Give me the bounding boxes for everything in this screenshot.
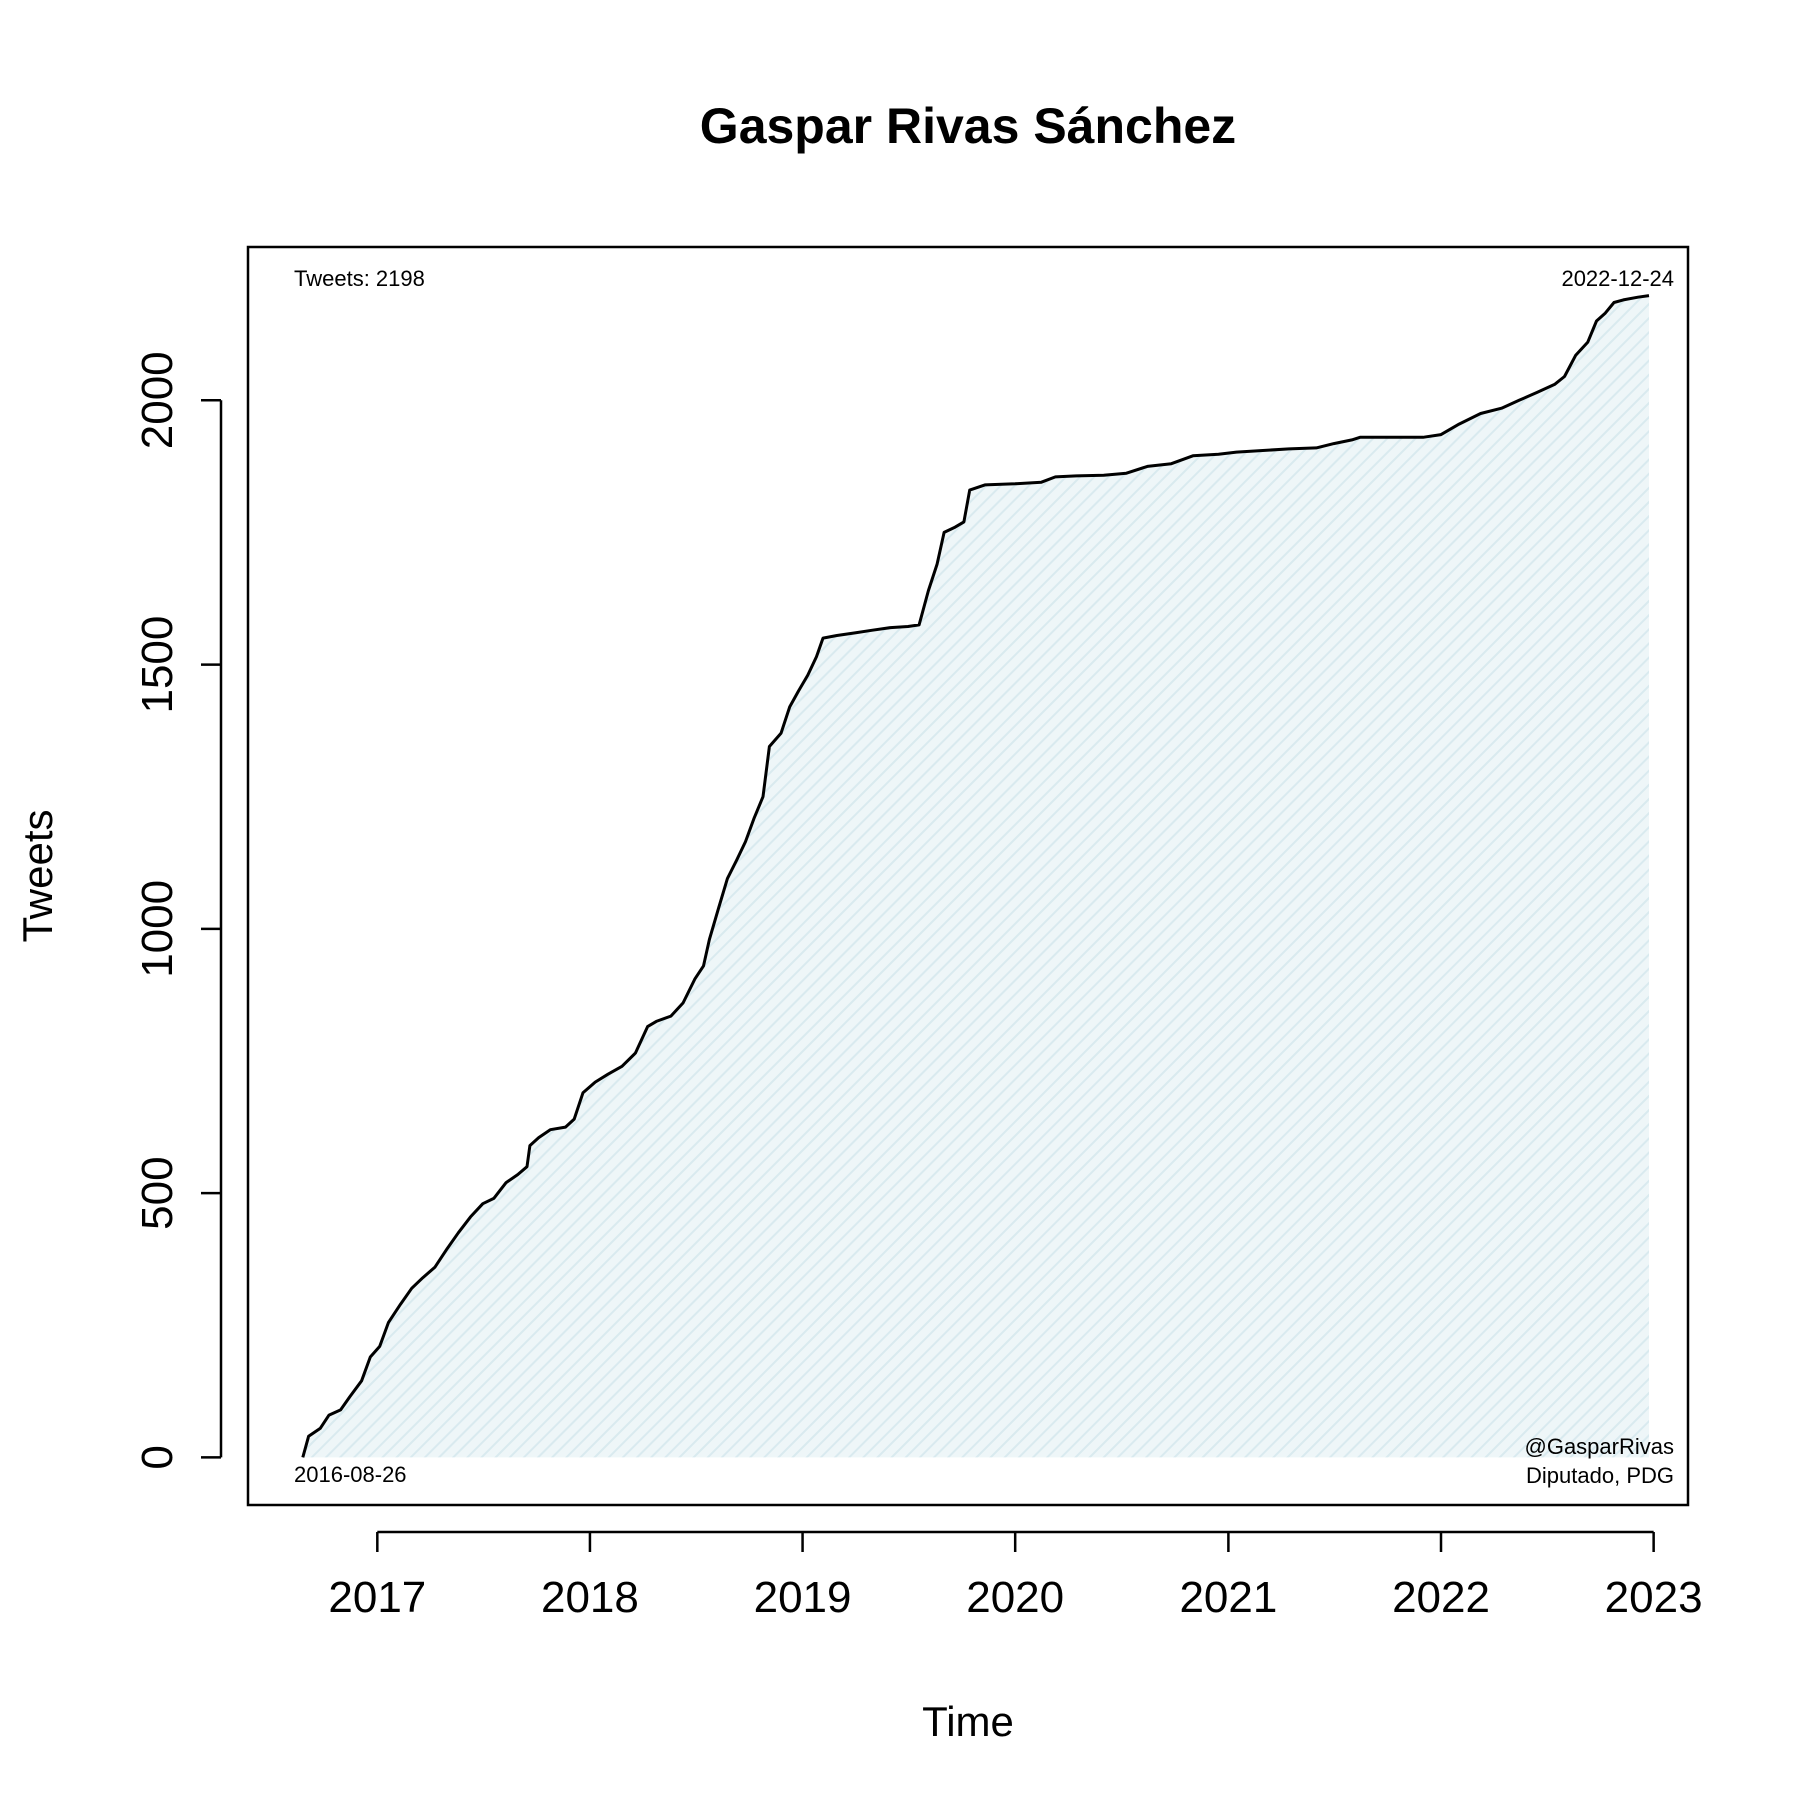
- y-axis-title: Tweets: [14, 809, 61, 942]
- series-line: [301, 294, 1650, 1458]
- handle-annotation: @GasparRivas: [1525, 1434, 1675, 1459]
- x-tick-label: 2018: [541, 1573, 639, 1622]
- x-tick-label: 2020: [966, 1573, 1064, 1622]
- y-axis: 0 500 1000 1500 2000: [133, 351, 223, 1470]
- x-tick-label: 2022: [1392, 1573, 1490, 1622]
- x-tick-label: 2023: [1605, 1573, 1703, 1622]
- x-axis-title: Time: [922, 1698, 1014, 1745]
- role-annotation: Diputado, PDG: [1526, 1463, 1674, 1488]
- y-tick-label: 500: [133, 1156, 182, 1229]
- x-tick-label: 2021: [1179, 1573, 1277, 1622]
- y-tick-label: 1000: [133, 880, 182, 978]
- y-tick-label: 2000: [133, 351, 182, 449]
- x-tick-label: 2019: [754, 1573, 852, 1622]
- y-tick-label: 1500: [133, 616, 182, 714]
- y-tick-label: 0: [133, 1445, 182, 1469]
- tweet-count-annotation: Tweets: 2198: [294, 266, 425, 291]
- chart-title: Gaspar Rivas Sánchez: [700, 98, 1236, 154]
- x-tick-label: 2017: [328, 1573, 426, 1622]
- end-date-annotation: 2022-12-24: [1561, 266, 1674, 291]
- x-axis: 2017 2018 2019 2020 2021 2022 2023: [328, 1530, 1703, 1622]
- plot-frame: [246, 245, 1690, 1507]
- start-date-annotation: 2016-08-26: [294, 1462, 407, 1487]
- series-area-fill: [302, 295, 1649, 1458]
